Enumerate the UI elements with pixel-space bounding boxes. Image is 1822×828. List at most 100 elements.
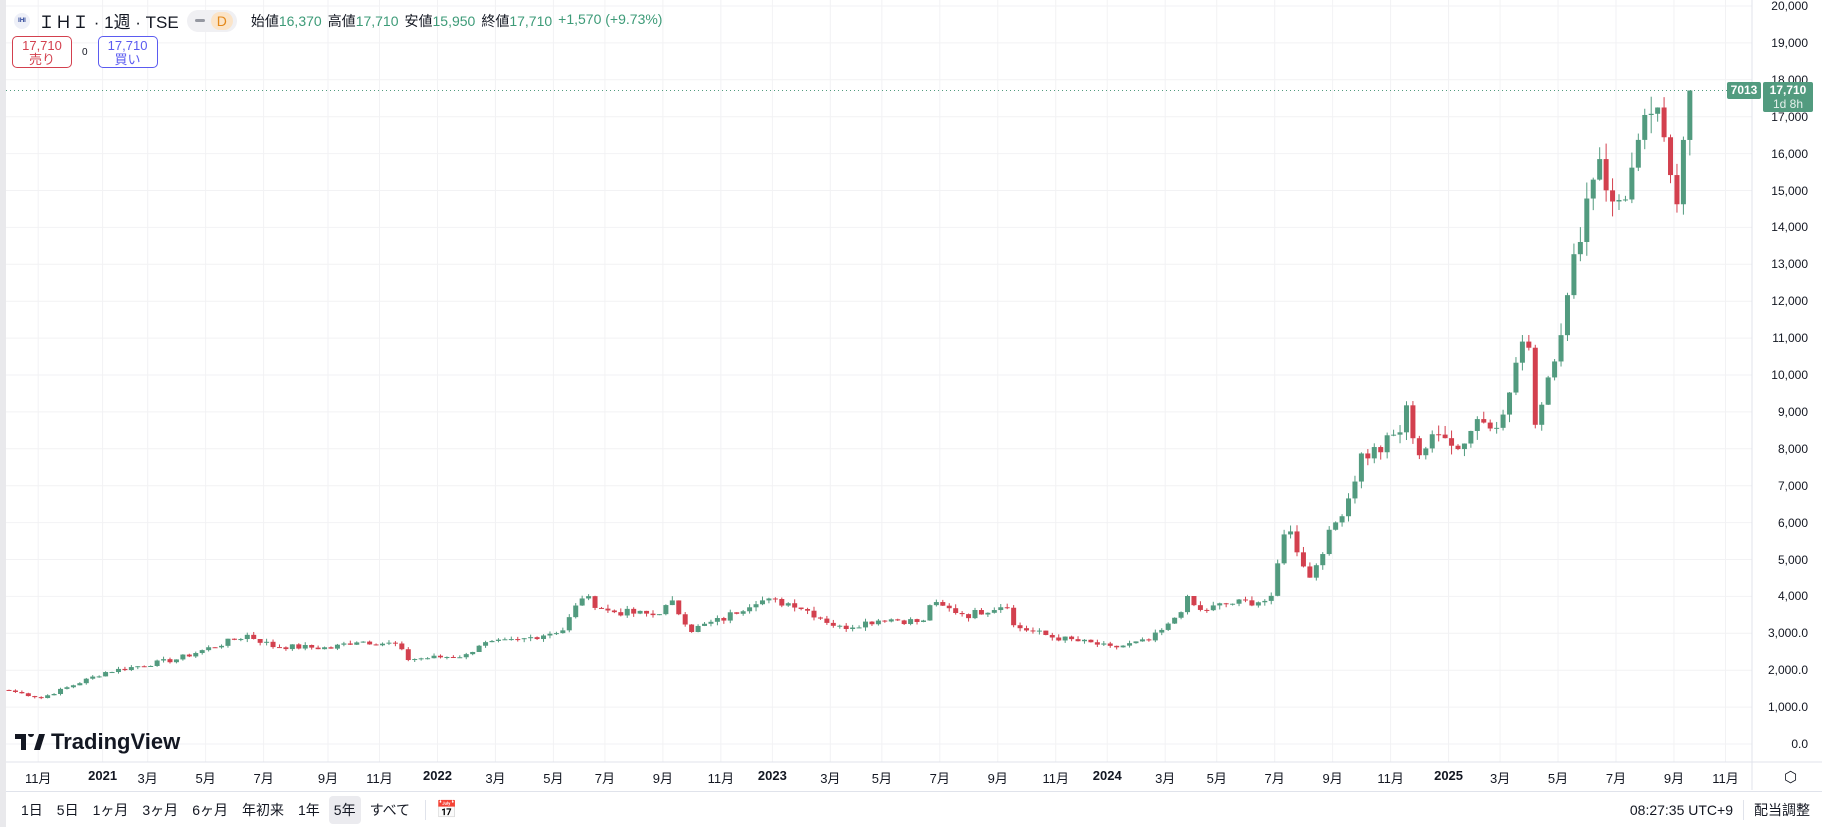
- candle-body: [888, 619, 894, 622]
- candle-body: [502, 639, 508, 641]
- range-0[interactable]: 1日: [21, 801, 43, 818]
- candle-body: [985, 612, 991, 615]
- range-8[interactable]: すべて: [369, 801, 411, 818]
- candle-body: [77, 683, 83, 686]
- x-tick: 3月: [1489, 771, 1511, 786]
- candle-body: [212, 647, 218, 649]
- candle-body: [1172, 617, 1178, 624]
- candle-body: [412, 659, 418, 661]
- bottom-right: 08:27:35 UTC+9 配当調整: [1630, 792, 1810, 828]
- candle-body: [869, 621, 875, 625]
- candle-body: [1346, 498, 1352, 517]
- candle-body: [6, 689, 12, 691]
- candle-body: [1474, 419, 1480, 431]
- symbol-title[interactable]: ＩＨＩ · 1週 · TSE: [38, 13, 179, 32]
- candle-body: [1461, 443, 1467, 450]
- candle-body: [1416, 438, 1422, 456]
- candle-body: [186, 654, 192, 657]
- y-tick: 12,000: [1771, 294, 1808, 309]
- candle-body: [1210, 605, 1216, 611]
- candle-body: [1313, 565, 1319, 578]
- trade-panel: 17,710 売り 0 17,710 買い: [12, 36, 158, 68]
- candle-body: [1481, 419, 1487, 423]
- candle-body: [1468, 430, 1474, 444]
- candle-body: [689, 624, 695, 632]
- sell-price: 17,710: [22, 38, 62, 53]
- candle-body: [856, 627, 862, 629]
- candle-body: [334, 644, 340, 649]
- range-4[interactable]: 6ヶ月: [192, 801, 228, 818]
- candle-body: [83, 678, 89, 684]
- candle-body: [1133, 641, 1139, 644]
- range-6[interactable]: 1年: [297, 801, 320, 818]
- candle-body: [315, 647, 321, 650]
- candle-body: [141, 666, 147, 668]
- candle-body: [1217, 603, 1223, 606]
- candle-body: [1687, 90, 1693, 140]
- candle-body: [1333, 522, 1339, 530]
- candle-body: [1230, 603, 1236, 605]
- candle-body: [1610, 190, 1616, 202]
- x-tick: 11月: [1377, 771, 1404, 786]
- candle-body: [45, 695, 51, 699]
- candle-body: [1616, 199, 1622, 202]
- x-tick: 2021: [88, 768, 118, 783]
- candle-body: [779, 599, 785, 606]
- candle-body: [1642, 114, 1648, 140]
- range-2[interactable]: 1ヶ月: [92, 801, 129, 818]
- candle-body: [946, 605, 952, 609]
- tradingview-logo[interactable]: TradingView: [15, 729, 180, 755]
- candle-body: [1024, 628, 1030, 631]
- range-3[interactable]: 3ヶ月: [142, 801, 179, 818]
- candle-body: [1159, 629, 1165, 633]
- candle-body: [1043, 630, 1049, 635]
- candle-body: [1191, 596, 1197, 606]
- candle-body: [302, 645, 308, 649]
- x-tick: 11月: [707, 771, 735, 786]
- candle-body: [12, 690, 18, 693]
- candle-body: [96, 676, 102, 678]
- candle-body: [1242, 599, 1248, 601]
- candle-body: [38, 697, 44, 699]
- goto-date-icon[interactable]: 📅: [436, 799, 458, 819]
- candle-body: [1197, 605, 1203, 610]
- clock[interactable]: 08:27:35 UTC+9: [1629, 802, 1733, 818]
- candle-body: [682, 614, 688, 625]
- bottom-toolbar: 1日 5日 1ヶ月 3ヶ月 6ヶ月 年初来 1年 5年 すべて 📅 08:27:35 UTC+9…: [6, 791, 1822, 827]
- candle-body: [463, 654, 469, 658]
- y-tick: 1,000.0: [1767, 700, 1808, 715]
- divider: [425, 799, 427, 820]
- candle-body: [1120, 645, 1126, 648]
- buy-button[interactable]: 17,710 買い: [97, 36, 158, 68]
- range-7[interactable]: 5年: [328, 795, 361, 824]
- candle-body: [1403, 405, 1409, 433]
- candle-body: [1455, 445, 1461, 450]
- y-tick: 6,000: [1777, 515, 1808, 530]
- dividend-adjust-button[interactable]: 配当調整: [1754, 802, 1810, 818]
- candle-body: [1236, 599, 1242, 604]
- candle-body: [598, 607, 604, 609]
- market-status-pill[interactable]: D: [186, 9, 237, 32]
- candle-body: [32, 696, 38, 698]
- candle-body: [1384, 435, 1390, 453]
- candle-body: [1391, 434, 1397, 436]
- candle-body: [489, 640, 495, 643]
- price-chart[interactable]: [6, 0, 1822, 790]
- range-1[interactable]: 5日: [56, 801, 79, 818]
- candle-body: [824, 618, 830, 623]
- candle-body: [727, 612, 733, 621]
- sell-button[interactable]: 17,710 売り: [12, 36, 72, 68]
- candle-body: [193, 653, 199, 657]
- candle-body: [972, 610, 978, 619]
- candle-body: [90, 676, 96, 679]
- candle-body: [740, 611, 746, 614]
- candle-body: [882, 620, 888, 622]
- candle-body: [19, 692, 25, 694]
- x-tick: 2024: [1092, 768, 1122, 783]
- candle-body: [830, 622, 836, 626]
- candle-body: [1320, 554, 1326, 566]
- axis-settings-icon[interactable]: ⬡: [1784, 769, 1798, 786]
- candle-body: [553, 633, 559, 635]
- candle-body: [135, 666, 141, 668]
- range-5[interactable]: 年初来: [241, 801, 284, 818]
